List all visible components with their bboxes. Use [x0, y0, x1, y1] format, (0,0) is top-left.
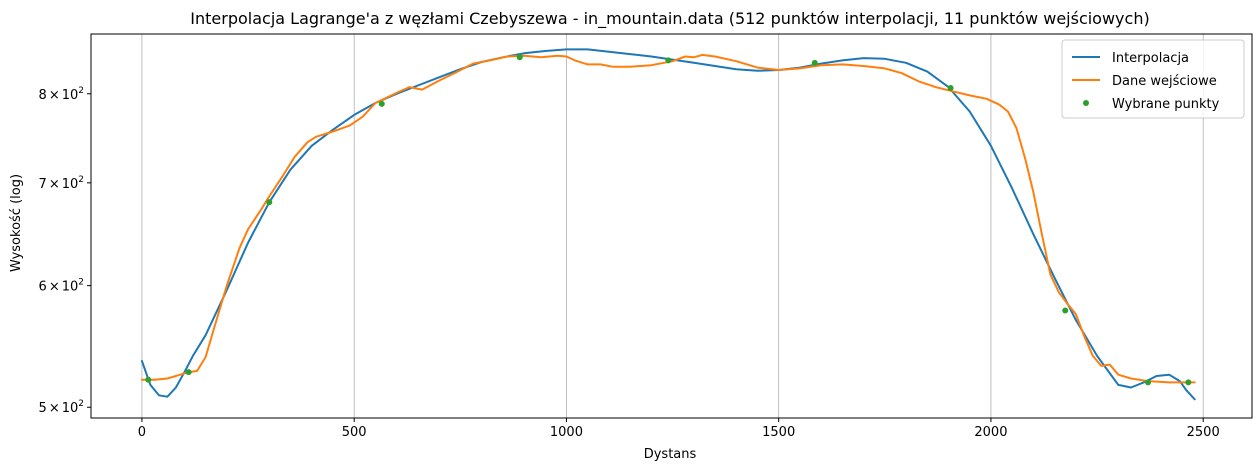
selected-point [516, 54, 523, 61]
series-line-dane-wejściowe [140, 53, 1196, 384]
selected-point [1062, 307, 1069, 314]
legend-label: Dane wejściowe [1112, 74, 1217, 89]
selected-point [1185, 379, 1192, 386]
selected-point [145, 376, 152, 383]
y-tick-power: 10 [62, 88, 79, 103]
chart-title: Interpolacja Lagrange'a z węzłami Czebys… [190, 9, 1149, 29]
y-tick-power: 10 [62, 280, 79, 295]
selected-point [185, 369, 192, 376]
legend-label: Interpolacja [1112, 51, 1189, 66]
y-tick-label: 8 × 102 [39, 86, 84, 103]
y-tick-label: 7 × 102 [39, 175, 84, 192]
x-tick-label: 500 [342, 425, 367, 440]
y-tick-exponent: 2 [78, 399, 84, 409]
y-tick-mantissa: 7 [39, 177, 47, 192]
legend: Interpolacja Dane wejściowe Wybrane punkty [1061, 39, 1245, 119]
x-tick-label: 1000 [550, 425, 583, 440]
y-tick-times: × [49, 280, 60, 295]
y-tick-mantissa: 5 [39, 401, 47, 416]
y-tick-exponent: 2 [78, 175, 84, 185]
y-tick-label: 6 × 102 [39, 278, 84, 295]
y-tick-exponent: 2 [78, 86, 84, 96]
selected-point [947, 84, 954, 91]
y-tick-mantissa: 8 [39, 88, 47, 103]
grid [141, 34, 1204, 418]
y-tick-power: 10 [62, 401, 79, 416]
series-line-interpolacja [140, 48, 1196, 401]
x-tick-label: 2000 [974, 425, 1007, 440]
y-tick-power: 10 [62, 177, 79, 192]
y-tick-exponent: 2 [78, 278, 84, 288]
legend-marker-swatch [1083, 100, 1089, 106]
selected-point [266, 199, 273, 206]
x-tick-label: 0 [138, 425, 146, 440]
series-layer [140, 48, 1196, 401]
y-tick-times: × [49, 177, 60, 192]
y-tick-times: × [49, 401, 60, 416]
legend-label: Wybrane punkty [1112, 97, 1220, 112]
y-tick-mantissa: 6 [39, 280, 47, 295]
plot-frame [90, 33, 1253, 419]
y-tick-label: 5 × 102 [39, 399, 84, 416]
y-tick-times: × [49, 88, 60, 103]
selected-point [665, 57, 672, 64]
legend-box [1061, 39, 1245, 119]
x-tick-label: 1500 [762, 425, 795, 440]
x-tick-label: 2500 [1187, 425, 1220, 440]
selected-point [1144, 379, 1151, 386]
selected-point [811, 59, 818, 66]
x-axis-label: Dystans [644, 447, 697, 462]
y-axis-label: Wysokość (log) [9, 174, 24, 272]
selected-point [378, 100, 385, 107]
